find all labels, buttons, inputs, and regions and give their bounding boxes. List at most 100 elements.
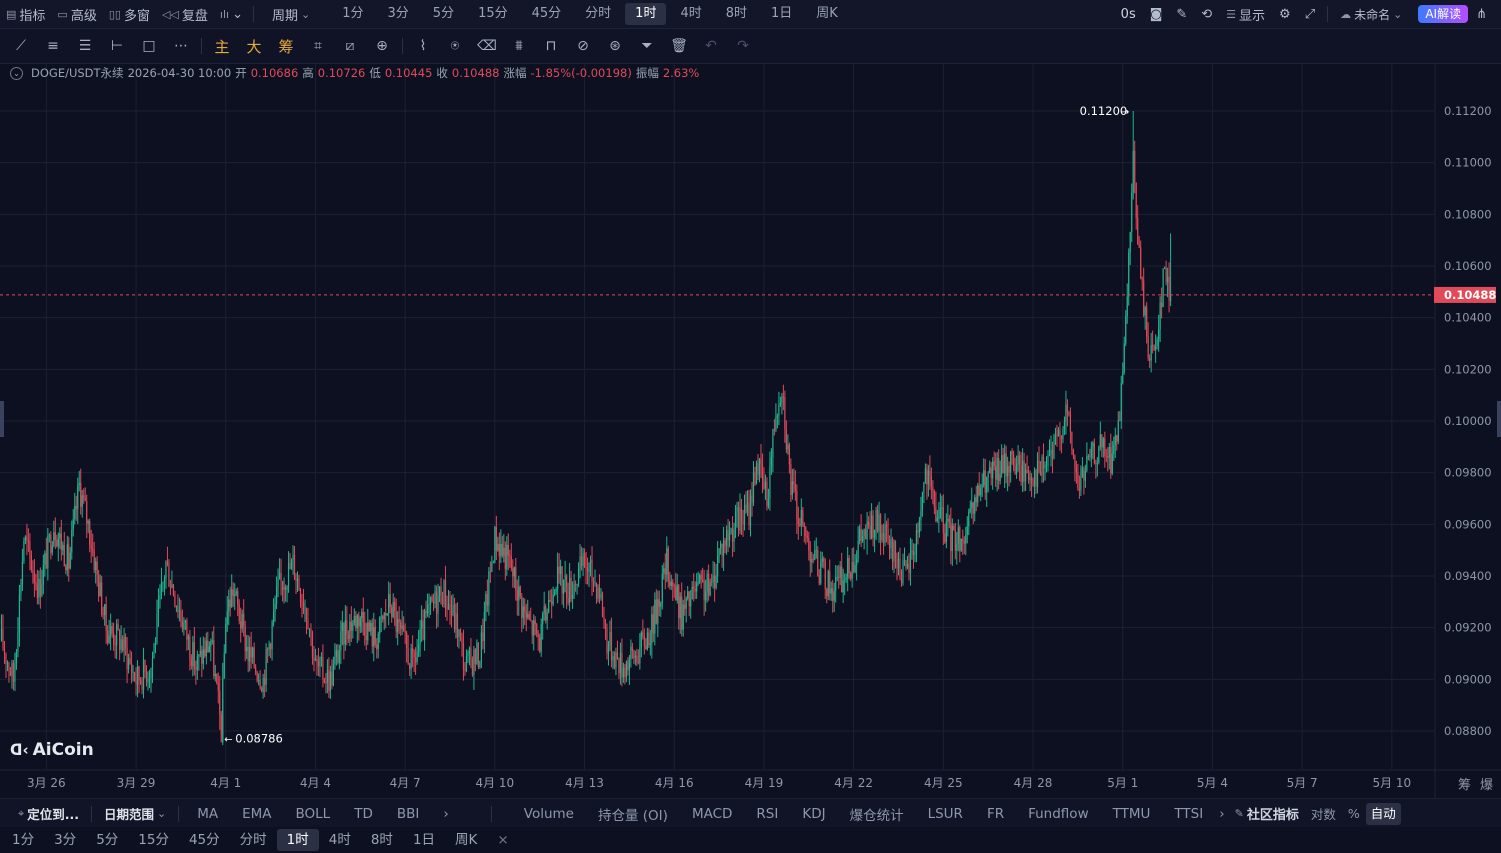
timeframe-tab[interactable]: 45分 xyxy=(531,6,562,21)
date-tick-label: 5月 10 xyxy=(1372,776,1411,790)
timeframe-tab[interactable]: 8时 xyxy=(725,6,748,21)
sub-indicator-tab[interactable]: 持仓量 (OI) xyxy=(598,807,668,824)
magnet-icon[interactable]: ⊕ xyxy=(376,38,388,54)
bottom-timeframe-tab[interactable]: 15分 xyxy=(138,832,169,848)
share-icon[interactable]: ⋔ xyxy=(1476,6,1487,22)
chevron-right-icon[interactable]: › xyxy=(443,805,449,822)
ai-interpret-button[interactable]: AI解读 xyxy=(1418,5,1469,23)
eraser-icon[interactable]: ⌫ xyxy=(477,38,497,54)
bottom-timeframe-tab[interactable]: 5分 xyxy=(96,832,119,848)
close-icon[interactable]: × xyxy=(497,832,509,848)
bottom-timeframe-tab[interactable]: 1日 xyxy=(412,832,436,848)
bottom-timeframe-tab[interactable]: 8时 xyxy=(370,832,393,848)
left-panel-handle[interactable] xyxy=(0,401,4,437)
main-indicator-tab[interactable]: BOLL xyxy=(295,805,331,822)
sub-indicator-tab[interactable]: MACD xyxy=(691,805,733,822)
timeframe-tab[interactable]: 1分 xyxy=(342,6,364,21)
main-indicator-tab[interactable]: EMA xyxy=(242,805,272,822)
auto-scale-toggle[interactable]: 自动 xyxy=(1365,802,1401,825)
chevron-right-icon[interactable]: › xyxy=(1219,805,1225,822)
pattern-icon[interactable]: ⩩ xyxy=(515,38,523,54)
symbol-name[interactable]: DOGE/USDT永续 xyxy=(31,66,124,80)
timeframe-tab[interactable]: 3分 xyxy=(387,6,409,21)
bottom-timeframe-tab[interactable]: 周K xyxy=(455,832,478,848)
timeframe-tab[interactable]: 15分 xyxy=(478,6,508,21)
top-item-chart-type[interactable]: ılı ⌄ xyxy=(214,3,249,25)
rectangle-icon[interactable]: □ xyxy=(142,38,156,54)
filter-icon[interactable]: ⏷ xyxy=(641,38,653,54)
sub-indicator-tab[interactable]: RSI xyxy=(756,805,779,822)
bottom-timeframe-tab[interactable]: 45分 xyxy=(188,832,220,848)
timeframe-tab[interactable]: 分时 xyxy=(585,6,612,21)
overlay-tool-2[interactable]: 筹 xyxy=(278,37,294,56)
axis-corner-button[interactable]: 筹 xyxy=(1458,777,1471,793)
horizontal-lines-icon[interactable]: ☰ xyxy=(78,38,92,54)
display-button[interactable]: ☰ 显示 xyxy=(1220,3,1271,25)
main-indicator-tab[interactable]: TD xyxy=(354,805,373,822)
locate-button[interactable]: ⌖ 定位到... xyxy=(12,803,85,825)
parallel-lines-icon[interactable]: ≡ xyxy=(47,38,59,54)
collapse-icon[interactable]: ⌄ xyxy=(10,66,23,80)
redo-icon[interactable]: ↷ xyxy=(737,38,749,54)
log-scale-toggle[interactable]: 对数 xyxy=(1310,807,1336,822)
candle-body xyxy=(717,556,719,576)
main-indicator-tab[interactable]: MA xyxy=(197,805,219,822)
bottom-timeframe-tab[interactable]: 1分 xyxy=(12,832,35,848)
sub-indicator-tab[interactable]: Fundflow xyxy=(1028,805,1089,822)
candle-body xyxy=(262,678,264,692)
sub-indicator-tab[interactable]: FR xyxy=(986,805,1005,822)
candle-body xyxy=(1093,442,1095,464)
camera-icon[interactable]: ◙ xyxy=(1149,6,1163,22)
candle-body xyxy=(1167,276,1169,283)
zoom-icon[interactable]: ⍟ xyxy=(450,38,460,54)
timeframe-tab[interactable]: 1日 xyxy=(771,6,793,21)
measure-icon[interactable]: ⧄ xyxy=(345,38,355,54)
overlay-tool-1[interactable]: 大 xyxy=(246,37,262,56)
undo-icon[interactable]: ↶ xyxy=(705,38,717,54)
timeframe-tab[interactable]: 1时 xyxy=(625,3,667,25)
layout-dropdown[interactable]: ☁ 未命名 ⌄ xyxy=(1334,3,1408,25)
sub-indicator-tab[interactable]: LSUR xyxy=(927,805,963,822)
top-item-advanced[interactable]: ▭ 高级 xyxy=(51,3,102,25)
date-range-dropdown[interactable]: 日期范围 ⌄ xyxy=(98,803,172,825)
top-item-multi-window[interactable]: ▯▯ 多窗 xyxy=(103,3,156,25)
price-chart[interactable]: 0.11200 0.11000 0.10800 0.10600 0.10400 0.102… xyxy=(0,64,1501,798)
top-item-indicator[interactable]: ▤ 指标 xyxy=(0,3,51,25)
timeframe-tab[interactable]: 5分 xyxy=(432,6,455,21)
sub-indicator-tab[interactable]: TTMU xyxy=(1112,805,1151,822)
top-item-replay[interactable]: ◁◁ 复盘 xyxy=(156,3,214,25)
ruler-icon[interactable]: ⌇ xyxy=(419,38,427,54)
sub-indicator-tab[interactable]: TTSI xyxy=(1174,805,1204,822)
brush-icon[interactable]: ⌗ xyxy=(314,38,322,54)
sub-indicator-tab[interactable]: 爆仓统计 xyxy=(849,807,904,824)
pencil-icon[interactable]: ✎ xyxy=(1176,6,1188,22)
bottom-timeframe-tab[interactable]: 分时 xyxy=(239,832,267,848)
settings-icon[interactable]: ⚙ xyxy=(1279,6,1291,22)
main-indicator-tab[interactable]: BBI xyxy=(396,805,420,822)
hide-icon[interactable]: ⊘ xyxy=(577,38,589,54)
sub-indicator-tab[interactable]: KDJ xyxy=(802,805,826,822)
timeframe-tab[interactable]: 4时 xyxy=(680,6,702,21)
sub-indicator-tab[interactable]: Volume xyxy=(523,805,574,822)
fullscreen-icon[interactable]: ⤢ xyxy=(1304,6,1316,22)
bottom-timeframe-tab[interactable]: 3分 xyxy=(54,832,77,848)
candle-body xyxy=(151,658,154,669)
more-tools-icon[interactable]: ⋯ xyxy=(174,38,188,54)
candle-body xyxy=(127,658,130,670)
candle-body xyxy=(933,491,935,508)
bottom-timeframe-tab[interactable]: 1时 xyxy=(276,829,319,851)
lock-icon[interactable]: ⊓ xyxy=(545,38,557,54)
ray-icon[interactable]: ⊢ xyxy=(110,38,124,54)
delete-icon[interactable]: 🗑 xyxy=(670,38,688,54)
period-dropdown[interactable]: 周期 ⌄ xyxy=(266,3,316,25)
percent-scale-toggle[interactable]: % xyxy=(1347,806,1360,821)
axis-corner-button[interactable]: 爆 xyxy=(1480,778,1493,793)
overlay-tool-0[interactable]: 主 xyxy=(214,37,230,56)
right-panel-handle[interactable] xyxy=(1497,401,1501,437)
line-tool-icon[interactable]: ⟋ xyxy=(16,38,26,54)
timeframe-tab[interactable]: 周K xyxy=(816,6,838,21)
link-icon[interactable]: ⊛ xyxy=(609,38,621,54)
bookmark-icon[interactable]: ⟲ xyxy=(1201,6,1213,22)
community-indicator-button[interactable]: ✎ 社区指标 xyxy=(1229,803,1305,825)
bottom-timeframe-tab[interactable]: 4时 xyxy=(328,832,351,848)
